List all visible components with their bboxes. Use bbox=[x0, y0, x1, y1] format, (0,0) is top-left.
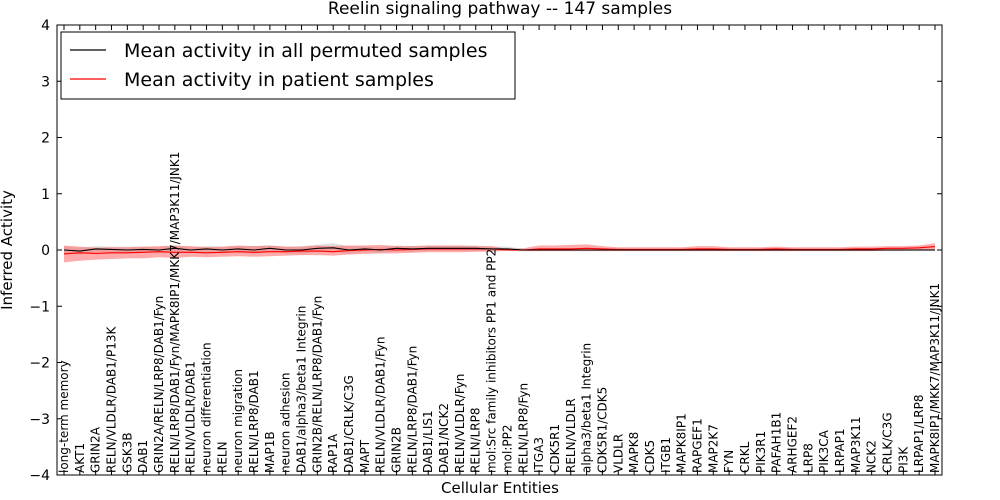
legend: Mean activity in all permuted samples Me… bbox=[60, 31, 516, 100]
x-category-label: MAP2K7 bbox=[706, 424, 720, 473]
x-category-label: mol:PP2 bbox=[500, 424, 514, 473]
x-category-label: MAP3K11 bbox=[849, 416, 863, 473]
x-category-label: MAPK8 bbox=[627, 432, 641, 473]
x-category-label: CRLK/C3G bbox=[880, 412, 894, 473]
y-tick-label: 1 bbox=[41, 187, 50, 203]
x-category-label: ITGB1 bbox=[659, 437, 673, 473]
y-axis: 4 3 2 1 0 −1 −2 −3 −4 bbox=[29, 18, 942, 484]
x-category-label: CRKL bbox=[738, 441, 752, 473]
x-category-label: VLDLR bbox=[611, 434, 625, 473]
x-category-label: LRPAP1/LRP8 bbox=[912, 394, 926, 473]
x-category-label: mol:Src family inhibitors PP1 and PP2 bbox=[485, 249, 499, 473]
x-category-label: LRP8 bbox=[801, 443, 815, 473]
x-category-label: CDK5 bbox=[643, 440, 657, 473]
x-category-label: MAP1B bbox=[263, 431, 277, 473]
y-tick-label: 3 bbox=[41, 74, 50, 90]
x-category-label: RELN/LRP8/DAB1 bbox=[247, 370, 261, 473]
x-category-label: RELN/VLDLR/DAB1/Fyn bbox=[374, 337, 388, 473]
x-category-label: DAB1 bbox=[136, 440, 150, 473]
x-axis bbox=[63, 25, 936, 475]
x-axis-label: Cellular Entities bbox=[441, 479, 559, 497]
x-category-label: RELN/VLDLR/Fyn bbox=[453, 374, 467, 473]
x-category-label: MAPK8IP1 bbox=[675, 413, 689, 473]
x-category-label: RELN/LRP8/DAB1/Fyn bbox=[405, 346, 419, 473]
x-category-label: GRIN2A/RELN/LRP8/DAB1/Fyn bbox=[152, 296, 166, 473]
x-category-label: GRIN2B/RELN/LRP8/DAB1/Fyn bbox=[310, 296, 324, 473]
x-category-label: MAPK8IP1/MKK7/MAP3K11/JNK1 bbox=[928, 283, 942, 473]
y-axis-label: Inferred Activity bbox=[0, 190, 16, 310]
y-tick-label: −1 bbox=[29, 299, 50, 315]
x-category-label: DAB1/alpha3/beta1 Integrin bbox=[295, 306, 309, 473]
x-category-label: alpha3/beta1 Integrin bbox=[580, 343, 594, 473]
x-category-label: long-term memory bbox=[57, 360, 71, 473]
y-tick-label: −4 bbox=[29, 468, 50, 484]
x-category-label: CDK5R1/CDK5 bbox=[595, 387, 609, 473]
x-category-label: DAB1/LIS1 bbox=[421, 410, 435, 473]
x-category-label: ARHGEF2 bbox=[785, 416, 799, 473]
line-permuted bbox=[63, 247, 935, 252]
x-category-label: RELN/LRP8 bbox=[469, 407, 483, 473]
x-category-label: PIK3CA bbox=[817, 429, 831, 473]
x-category-label: NCK2 bbox=[865, 440, 879, 473]
x-category-label: RELN/VLDLR bbox=[564, 398, 578, 473]
x-category-label: RAPGEF1 bbox=[690, 418, 704, 473]
x-category-label: DAB1/NCK2 bbox=[437, 403, 451, 473]
x-category-label: MAPT bbox=[358, 439, 372, 473]
y-tick-label: 2 bbox=[41, 131, 50, 147]
x-category-label: RELN/LRP8/Fyn bbox=[516, 383, 530, 473]
x-category-label: ITGA3 bbox=[532, 437, 546, 473]
y-tick-label: −3 bbox=[29, 412, 50, 428]
x-category-label: GRIN2A bbox=[89, 426, 103, 473]
x-category-label: GSK3B bbox=[120, 432, 134, 473]
x-category-label: RELN/LRP8/DAB1/Fyn/MAPK8IP1/MKK7/MAP3K11… bbox=[168, 152, 182, 473]
x-category-label: AKT1 bbox=[73, 443, 87, 473]
x-category-label: neuron adhesion bbox=[279, 372, 293, 473]
y-tick-label: 0 bbox=[41, 243, 50, 259]
x-category-label: RELN/VLDLR/DAB1 bbox=[184, 361, 198, 473]
x-category-label: neuron migration bbox=[231, 369, 245, 473]
legend-label-permuted: Mean activity in all permuted samples bbox=[124, 40, 487, 62]
band-patient bbox=[64, 243, 935, 263]
x-category-label: LRPAP1 bbox=[833, 428, 847, 473]
chart-title: Reelin signaling pathway -- 147 samples bbox=[328, 0, 672, 19]
category-labels: long-term memory AKT1 GRIN2A RELN/VLDLR/DAB… bbox=[57, 152, 942, 473]
x-category-label: PAFAH1B1 bbox=[770, 412, 784, 473]
legend-box bbox=[60, 31, 516, 100]
x-category-label: PIK3R1 bbox=[754, 431, 768, 473]
x-category-label: PI3K bbox=[896, 446, 910, 473]
x-category-label: DAB1/CRLK/C3G bbox=[342, 375, 356, 473]
x-category-label: CDK5R1 bbox=[548, 424, 562, 473]
x-category-label: neuron differentiation bbox=[200, 342, 214, 473]
x-category-label: GRIN2B bbox=[390, 427, 404, 473]
x-category-label: FYN bbox=[722, 450, 736, 473]
legend-label-patient: Mean activity in patient samples bbox=[124, 69, 434, 91]
x-category-label: RELN/VLDLR/DAB1/P13K bbox=[105, 326, 119, 473]
y-tick-label: −2 bbox=[29, 356, 50, 372]
y-tick-label: 4 bbox=[41, 18, 50, 34]
x-category-label: RELN bbox=[215, 441, 229, 473]
activity-lines bbox=[63, 246, 936, 255]
x-category-label: RAP1A bbox=[326, 433, 340, 473]
